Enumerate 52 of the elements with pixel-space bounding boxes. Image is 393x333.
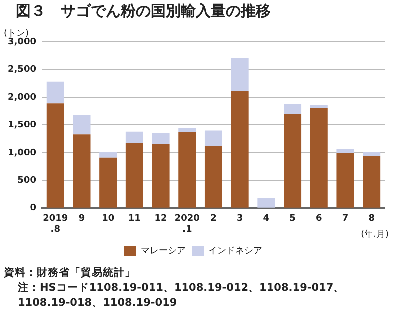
legend-label: マレーシア: [141, 246, 186, 256]
bar: [363, 156, 381, 208]
text: 資料：財務省「貿易統計」: [4, 266, 137, 281]
bar: [258, 198, 276, 208]
bar: [100, 158, 118, 208]
x-tick-label: 12: [154, 214, 168, 224]
bar: [178, 132, 196, 208]
bar: [178, 128, 196, 132]
bar: [46, 82, 64, 104]
bar: [336, 149, 354, 154]
x-tick-label: 8: [368, 214, 375, 224]
y-tick-label: 1,500: [8, 120, 36, 131]
text: 注：HSコード1108.19-011、1108.19-012、1108.19-017、1108.19-018、1108.19-019: [17, 281, 346, 311]
bar: [204, 146, 222, 208]
x-tick-label: 2: [210, 214, 217, 224]
bar: [73, 134, 91, 208]
bar: [46, 104, 64, 208]
bar: [310, 108, 328, 208]
y-tick-label: 1,000: [8, 148, 36, 158]
y-tick-label: 2,500: [8, 65, 36, 76]
x-tick-label: 2019 .8: [43, 214, 68, 235]
x-tick-label: 9: [78, 214, 86, 224]
legend-label: インドネシア: [208, 246, 262, 256]
x-tick-label: 3: [236, 214, 244, 224]
bar: [231, 91, 249, 208]
x-tick-label: 5: [290, 214, 296, 224]
y-tick-label: 0: [30, 204, 36, 214]
y-axis-title: (トン): [4, 28, 30, 39]
bar: [231, 58, 249, 92]
bar: [152, 144, 170, 208]
x-tick-label: 6: [316, 214, 322, 224]
bar: [126, 142, 144, 208]
x-tick-label: 7: [342, 214, 349, 224]
x-axis-title: (年.月): [361, 229, 389, 240]
x-tick-label: 10: [102, 214, 115, 224]
bar: [126, 132, 144, 143]
y-tick-label: 3,000: [8, 37, 36, 48]
bar: [152, 132, 170, 144]
y-tick-label: 500: [18, 176, 36, 186]
y-tick-label: 2,000: [8, 92, 36, 103]
bar: [336, 153, 354, 208]
bar: [284, 104, 302, 114]
bar: [100, 152, 118, 158]
bar: [363, 152, 381, 156]
x-tick-label: 4: [263, 214, 270, 224]
bar: [204, 130, 222, 146]
bar: [284, 114, 302, 208]
chart-title: 図３ サゴでん粉の国別輸入量の推移: [15, 1, 272, 22]
x-tick-label: 11: [128, 214, 141, 224]
bar: [73, 115, 91, 135]
bar: [310, 105, 328, 109]
x-tick-label: 2020 .1: [174, 214, 200, 235]
